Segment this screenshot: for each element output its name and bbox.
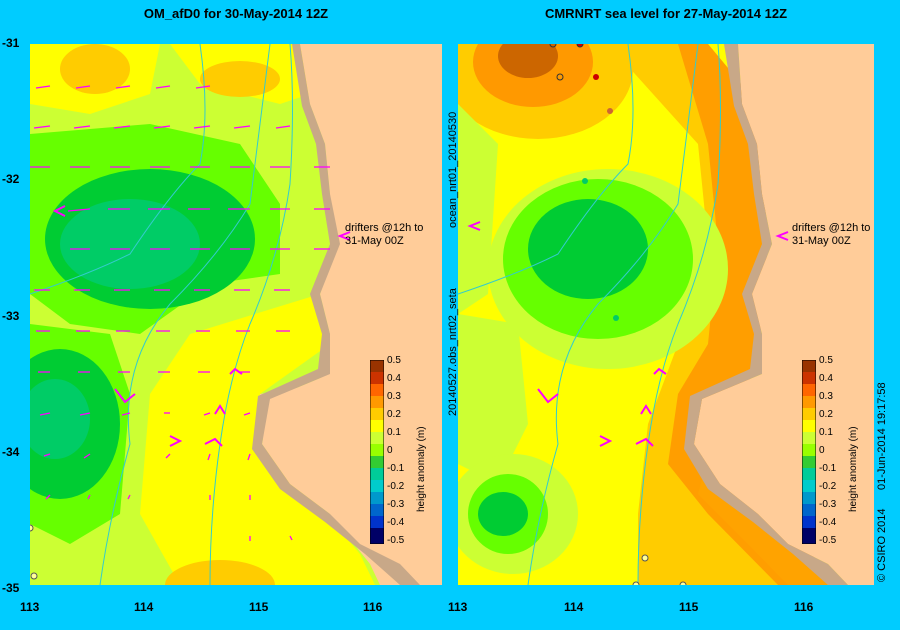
right-drifter-note-line1: drifters @12h to [792, 222, 871, 234]
timestamp-text: 01-Jun-2014 19:17:58 [876, 382, 888, 490]
left-cb-tick-4: 0.1 [387, 427, 401, 438]
right-side-label-bottom: 20140527.obs_nrt02_seta [447, 288, 459, 416]
y-tick-2: -32 [2, 172, 20, 186]
right-cb-tick-7: -0.2 [819, 481, 837, 492]
left-x-tick-3: 115 [249, 600, 269, 614]
left-drifter-note-line1: drifters @12h to [345, 222, 424, 234]
right-cb-tick-5: 0 [819, 445, 825, 456]
right-cb-tick-9: -0.4 [819, 517, 837, 528]
right-cb-tick-1: 0.4 [819, 373, 833, 384]
left-map-title: OM_afD0 for 30-May-2014 12Z [143, 6, 329, 21]
y-tick-4: -34 [2, 445, 20, 459]
right-cb-tick-3: 0.2 [819, 409, 833, 420]
left-map-field [30, 44, 442, 585]
y-tick-5: -35 [2, 581, 20, 595]
right-x-tick-4: 116 [794, 600, 814, 614]
left-cb-tick-0: 0.5 [387, 355, 401, 366]
right-map-title: CMRNRT sea level for 27-May-2014 12Z [544, 6, 788, 21]
right-drifter-note: drifters @12h to 31-May 00Z [792, 222, 870, 248]
right-x-tick-3: 115 [679, 600, 699, 614]
right-cb-tick-10: -0.5 [819, 535, 837, 546]
left-cb-tick-9: -0.4 [387, 517, 405, 528]
y-tick-3: -33 [2, 309, 20, 323]
left-drifter-note: drifters @12h to 31-May 00Z [345, 222, 423, 248]
right-x-tick-1: 113 [448, 600, 468, 614]
right-side-label-top: ocean_nrt01_20140530 [447, 111, 459, 228]
left-cb-tick-7: -0.2 [387, 481, 405, 492]
left-cb-tick-1: 0.4 [387, 373, 401, 384]
left-map-panel: drifters @12h to 31-May 00Z 0.5 0.4 0.3 … [30, 44, 442, 585]
right-cb-tick-6: -0.1 [819, 463, 837, 474]
right-map-panel: drifters @12h to 31-May 00Z 0.5 0.4 0.3 … [458, 44, 874, 585]
left-x-tick-4: 116 [363, 600, 383, 614]
right-colorbar-gradient [801, 359, 817, 545]
right-cb-tick-2: 0.3 [819, 391, 833, 402]
right-colorbar [801, 359, 817, 545]
left-cb-tick-6: -0.1 [387, 463, 405, 474]
left-cb-tick-3: 0.2 [387, 409, 401, 420]
copyright-text: © CSIRO 2014 [876, 508, 888, 582]
left-drifter-note-line2: 31-May 00Z [345, 235, 404, 247]
left-cb-tick-8: -0.3 [387, 499, 405, 510]
left-colorbar-gradient [369, 359, 385, 545]
right-cb-tick-8: -0.3 [819, 499, 837, 510]
right-cb-tick-0: 0.5 [819, 355, 833, 366]
left-cb-tick-2: 0.3 [387, 391, 401, 402]
right-map-field [458, 44, 874, 585]
left-cb-tick-5: 0 [387, 445, 393, 456]
left-x-tick-1: 113 [20, 600, 40, 614]
y-tick-1: -31 [2, 36, 20, 50]
left-cb-tick-10: -0.5 [387, 535, 405, 546]
right-x-tick-2: 114 [564, 600, 584, 614]
right-drifter-note-line2: 31-May 00Z [792, 235, 851, 247]
left-colorbar-label: height anomaly (m) [416, 426, 427, 512]
right-colorbar-label: height anomaly (m) [848, 426, 859, 512]
right-cb-tick-4: 0.1 [819, 427, 833, 438]
left-x-tick-2: 114 [134, 600, 154, 614]
left-colorbar [369, 359, 385, 545]
